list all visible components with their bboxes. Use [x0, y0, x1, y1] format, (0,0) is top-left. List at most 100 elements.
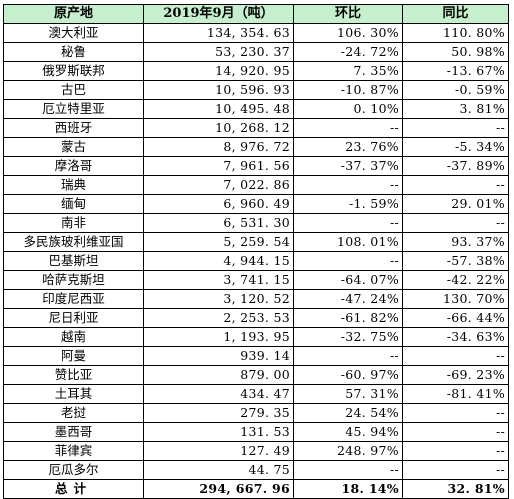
cell-volume: 10, 495. 48: [143, 99, 294, 119]
table-row: 西班牙 10, 268. 12 -- --: [3, 118, 509, 138]
table-row: 古巴 10, 596. 93 -10. 87% -0. 59%: [3, 80, 509, 100]
cell-origin: 蒙古: [3, 137, 144, 157]
cell-mom: --: [293, 346, 403, 366]
cell-yoy: --: [402, 175, 509, 195]
cell-yoy: -69. 23%: [402, 365, 509, 385]
cell-origin: 秘鲁: [3, 42, 144, 62]
cell-volume: 127. 49: [143, 441, 294, 461]
cell-volume: 7, 022. 86: [143, 175, 294, 195]
cell-mom: --: [293, 175, 403, 195]
table-row: 墨西哥 131. 53 45. 94% --: [3, 422, 509, 442]
import-data-table: 原产地 2019年9月（吨） 环比 同比 澳大利亚 134, 354. 63 1…: [3, 4, 509, 499]
cell-origin: 印度尼西亚: [3, 289, 144, 309]
cell-volume: 131. 53: [143, 422, 294, 442]
cell-mom: 23. 76%: [293, 137, 403, 157]
cell-origin: 菲律宾: [3, 441, 144, 461]
table-row: 土耳其 434. 47 57. 31% -81. 41%: [3, 384, 509, 404]
cell-volume: 44. 75: [143, 460, 294, 480]
cell-mom: -64. 07%: [293, 270, 403, 290]
cell-volume: 434. 47: [143, 384, 294, 404]
cell-yoy: -34. 63%: [402, 327, 509, 347]
cell-volume: 879. 00: [143, 365, 294, 385]
cell-mom: 108. 01%: [293, 232, 403, 252]
cell-yoy: -42. 22%: [402, 270, 509, 290]
cell-origin: 瑞典: [3, 175, 144, 195]
cell-volume: 3, 741. 15: [143, 270, 294, 290]
cell-yoy: --: [402, 118, 509, 138]
table-row: 菲律宾 127. 49 248. 97% --: [3, 441, 509, 461]
cell-origin: 厄瓜多尔: [3, 460, 144, 480]
cell-yoy: -37. 89%: [402, 156, 509, 176]
cell-volume: 1, 193. 95: [143, 327, 294, 347]
table-row: 南非 6, 531. 30 -- --: [3, 213, 509, 233]
table-row: 缅甸 6, 960. 49 -1. 59% 29. 01%: [3, 194, 509, 214]
cell-volume: 6, 960. 49: [143, 194, 294, 214]
cell-mom: -60. 97%: [293, 365, 403, 385]
table-row: 秘鲁 53, 230. 37 -24. 72% 50. 98%: [3, 42, 509, 62]
cell-origin: 土耳其: [3, 384, 144, 404]
cell-yoy: 130. 70%: [402, 289, 509, 309]
table-row: 赞比亚 879. 00 -60. 97% -69. 23%: [3, 365, 509, 385]
cell-yoy: 110. 80%: [402, 23, 509, 43]
cell-mom: 0. 10%: [293, 99, 403, 119]
cell-yoy: --: [402, 403, 509, 423]
table-row: 巴基斯坦 4, 944. 15 -- -57. 38%: [3, 251, 509, 271]
cell-volume: 2, 253. 53: [143, 308, 294, 328]
table-row: 澳大利亚 134, 354. 63 106. 30% 110. 80%: [3, 23, 509, 43]
cell-volume: 134, 354. 63: [143, 23, 294, 43]
cell-origin: 赞比亚: [3, 365, 144, 385]
cell-volume: 5, 259. 54: [143, 232, 294, 252]
cell-mom: 24. 54%: [293, 403, 403, 423]
header-origin: 原产地: [3, 4, 144, 24]
cell-volume: 939. 14: [143, 346, 294, 366]
cell-yoy: 93. 37%: [402, 232, 509, 252]
table-row: 印度尼西亚 3, 120. 52 -47. 24% 130. 70%: [3, 289, 509, 309]
cell-origin: 厄立特里亚: [3, 99, 144, 119]
cell-mom: 7. 35%: [293, 61, 403, 81]
cell-yoy: --: [402, 213, 509, 233]
cell-yoy: --: [402, 346, 509, 366]
total-mom: 18. 14%: [293, 479, 403, 499]
cell-yoy: -5. 34%: [402, 137, 509, 157]
header-volume: 2019年9月（吨）: [143, 4, 294, 24]
cell-origin: 尼日利亚: [3, 308, 144, 328]
total-row: 总计 294, 667. 96 18. 14% 32. 81%: [3, 479, 509, 499]
cell-yoy: 50. 98%: [402, 42, 509, 62]
cell-volume: 10, 268. 12: [143, 118, 294, 138]
cell-yoy: -57. 38%: [402, 251, 509, 271]
table-row: 多民族玻利维亚国 5, 259. 54 108. 01% 93. 37%: [3, 232, 509, 252]
cell-mom: -10. 87%: [293, 80, 403, 100]
cell-volume: 7, 961. 56: [143, 156, 294, 176]
cell-mom: --: [293, 460, 403, 480]
cell-mom: -32. 75%: [293, 327, 403, 347]
header-row: 原产地 2019年9月（吨） 环比 同比: [3, 4, 509, 24]
cell-origin: 多民族玻利维亚国: [3, 232, 144, 252]
cell-origin: 哈萨克斯坦: [3, 270, 144, 290]
table-row: 老挝 279. 35 24. 54% --: [3, 403, 509, 423]
table-row: 越南 1, 193. 95 -32. 75% -34. 63%: [3, 327, 509, 347]
table-row: 阿曼 939. 14 -- --: [3, 346, 509, 366]
total-yoy: 32. 81%: [402, 479, 509, 499]
cell-mom: -1. 59%: [293, 194, 403, 214]
cell-mom: -24. 72%: [293, 42, 403, 62]
cell-origin: 南非: [3, 213, 144, 233]
cell-mom: --: [293, 251, 403, 271]
cell-origin: 巴基斯坦: [3, 251, 144, 271]
cell-yoy: -13. 67%: [402, 61, 509, 81]
cell-volume: 53, 230. 37: [143, 42, 294, 62]
table-row: 尼日利亚 2, 253. 53 -61. 82% -66. 44%: [3, 308, 509, 328]
cell-mom: 57. 31%: [293, 384, 403, 404]
cell-origin: 越南: [3, 327, 144, 347]
cell-mom: --: [293, 118, 403, 138]
cell-origin: 墨西哥: [3, 422, 144, 442]
cell-yoy: -66. 44%: [402, 308, 509, 328]
table-row: 蒙古 8, 976. 72 23. 76% -5. 34%: [3, 137, 509, 157]
table-row: 哈萨克斯坦 3, 741. 15 -64. 07% -42. 22%: [3, 270, 509, 290]
cell-mom: 106. 30%: [293, 23, 403, 43]
table-row: 厄瓜多尔 44. 75 -- --: [3, 460, 509, 480]
cell-yoy: 29. 01%: [402, 194, 509, 214]
cell-volume: 6, 531. 30: [143, 213, 294, 233]
cell-yoy: --: [402, 422, 509, 442]
cell-origin: 澳大利亚: [3, 23, 144, 43]
cell-yoy: --: [402, 460, 509, 480]
